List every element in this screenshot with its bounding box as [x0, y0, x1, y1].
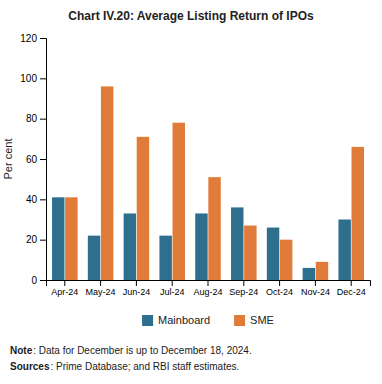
- legend-swatch: [234, 315, 245, 326]
- axis-domain: [47, 281, 371, 287]
- y-tick: 40: [26, 194, 46, 205]
- bar: [338, 220, 350, 281]
- bar: [231, 207, 243, 280]
- bar: [88, 236, 100, 280]
- note-text: : Prime Database; and RBI staff estimate…: [50, 361, 239, 372]
- bar: [173, 123, 185, 280]
- bar: [303, 268, 315, 280]
- bars: [52, 86, 364, 280]
- x-tick-mark: [172, 280, 173, 286]
- x-tick: Jul-24: [160, 280, 185, 297]
- x-tick: May-24: [86, 280, 116, 297]
- x-tick: Dec-24: [337, 280, 366, 297]
- x-tick: Oct-24: [266, 280, 293, 297]
- x-tick-label: Aug-24: [193, 287, 222, 297]
- bar-series: [52, 197, 351, 280]
- y-tick-mark: [40, 78, 46, 79]
- bar: [352, 147, 364, 280]
- y-tick: 80: [26, 113, 46, 124]
- x-tick-label: Jun-24: [123, 287, 151, 297]
- y-tick: 0: [31, 275, 46, 286]
- bar: [267, 228, 279, 280]
- x-tick-label: Oct-24: [266, 287, 293, 297]
- bar: [124, 213, 136, 280]
- y-tick-mark: [40, 159, 46, 160]
- legend-swatch: [142, 315, 153, 326]
- bar: [208, 177, 220, 280]
- plot-area: 0 20 40 60 80 100 120 Per cent Apr-24 May-24 Jun-2…: [2, 33, 371, 298]
- x-tick-mark: [208, 280, 209, 286]
- y-tick: 60: [26, 154, 46, 165]
- x-tick: Nov-24: [301, 280, 330, 297]
- y-tick: 100: [20, 73, 46, 84]
- note-label: Note: [10, 345, 33, 356]
- legend: Mainboard SME: [142, 314, 274, 326]
- x-tick-label: Apr-24: [51, 287, 78, 297]
- x-tick: Sep-24: [229, 280, 258, 297]
- chart-svg: Chart IV.20: Average Listing Return of I…: [0, 0, 382, 384]
- x-tick-label: Sep-24: [229, 287, 258, 297]
- legend-item: Mainboard: [142, 314, 210, 326]
- notes: Note: Data for December is up to Decembe…: [10, 345, 252, 372]
- x-tick-label: Dec-24: [337, 287, 366, 297]
- x-tick-mark: [279, 280, 280, 286]
- x-tick-label: May-24: [86, 287, 116, 297]
- legend-item: SME: [234, 314, 274, 326]
- legend-label: Mainboard: [158, 314, 210, 326]
- title: Chart IV.20: Average Listing Return of I…: [68, 9, 314, 23]
- bar: [101, 86, 113, 280]
- x-tick-mark: [243, 280, 244, 286]
- y-tick-mark: [40, 199, 46, 200]
- legend-label: SME: [250, 314, 274, 326]
- x-tick-mark: [64, 280, 65, 286]
- y-tick-label: 20: [26, 234, 38, 245]
- y-axis: 0 20 40 60 80 100 120: [20, 33, 46, 286]
- y-tick-label: 40: [26, 194, 38, 205]
- y-tick-label: 120: [20, 33, 37, 44]
- y-tick-label: 60: [26, 154, 38, 165]
- y-tick-mark: [40, 280, 46, 281]
- y-tick: 20: [26, 234, 46, 245]
- x-tick-mark: [315, 280, 316, 286]
- axis-domain: [40, 39, 47, 281]
- y-tick-label: 80: [26, 113, 38, 124]
- bar: [159, 236, 171, 280]
- x-tick: Apr-24: [51, 280, 78, 297]
- bar: [52, 197, 64, 280]
- bar: [280, 240, 292, 280]
- x-axis: Apr-24 May-24 Jun-24 Jul-24 Aug-24 Sep-24 Oct-…: [47, 280, 371, 297]
- y-tick-mark: [40, 119, 46, 120]
- bar: [195, 213, 207, 280]
- bar-series: [65, 86, 364, 280]
- note-label: Sources: [10, 361, 50, 372]
- x-tick: Jun-24: [123, 280, 151, 297]
- x-tick: Aug-24: [193, 280, 222, 297]
- x-tick-mark: [351, 280, 352, 286]
- bar: [65, 197, 77, 280]
- note-text: : Data for December is up to December 18…: [33, 345, 251, 356]
- bar: [244, 226, 256, 280]
- y-axis-title: Per cent: [2, 139, 14, 180]
- y-tick-label: 0: [31, 275, 37, 286]
- y-tick-mark: [40, 38, 46, 39]
- x-tick-label: Nov-24: [301, 287, 330, 297]
- y-tick: 120: [20, 33, 46, 44]
- x-tick-mark: [136, 280, 137, 286]
- bar: [316, 262, 328, 280]
- x-tick-label: Jul-24: [160, 287, 185, 297]
- x-tick-mark: [100, 280, 101, 286]
- y-tick-mark: [40, 240, 46, 241]
- y-tick-label: 100: [20, 73, 37, 84]
- bar: [137, 137, 149, 280]
